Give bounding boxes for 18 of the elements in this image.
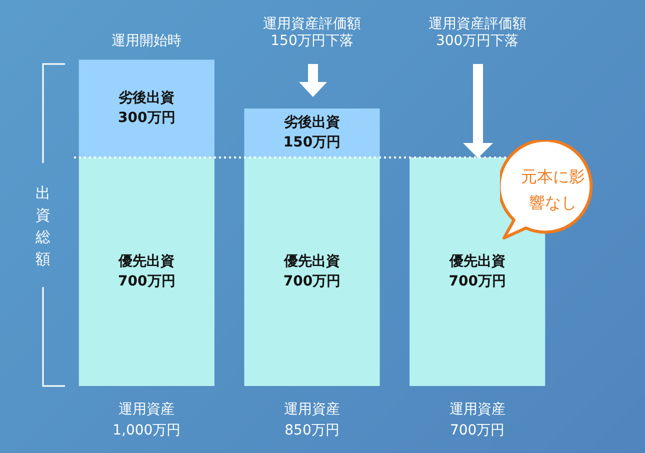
x-tick-label: 運用開始時: [112, 32, 182, 49]
text: 劣後出資: [118, 90, 175, 106]
data-label: 150万円: [283, 134, 341, 151]
x-tick-label: 運用資産評価額 300万円下落: [428, 16, 526, 49]
data-label: 700万円: [448, 273, 506, 290]
series-label: 優先出資: [283, 253, 340, 270]
total-label: 運用資産 850万円: [284, 402, 340, 439]
text: 優先出資: [118, 253, 175, 270]
data-label: 700万円: [283, 273, 341, 290]
total-label: 運用資産 700万円: [449, 402, 506, 439]
data-label: 300万円: [118, 110, 176, 126]
annotation: 元本に影響なし: [520, 166, 586, 214]
x-tick-label: 運用資産評価額 150万円下落: [263, 16, 361, 49]
total-label: 運用資産 1,000万円: [112, 402, 181, 439]
text: 出資総額: [34, 183, 52, 270]
series-label: 劣後出資: [283, 114, 340, 131]
text: 優先出資: [449, 253, 506, 270]
data-label: 700万円: [118, 273, 176, 290]
